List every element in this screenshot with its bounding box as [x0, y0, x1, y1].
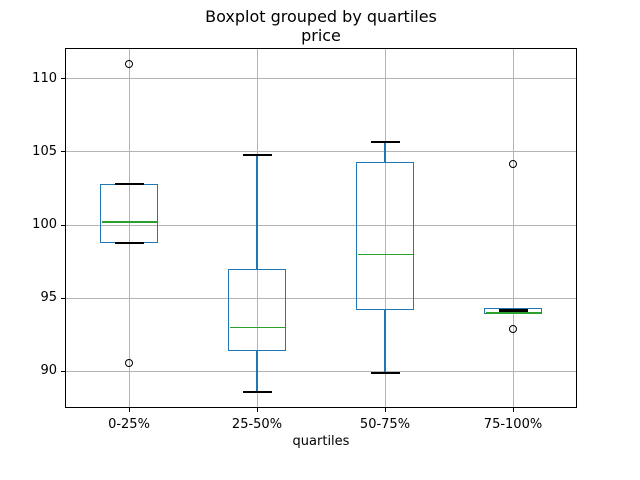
y-tick-label: 110 — [32, 70, 57, 86]
y-gridline — [66, 224, 576, 226]
y-gridline — [66, 78, 576, 80]
x-gridline — [384, 49, 386, 407]
x-gridline — [128, 49, 130, 407]
x-tick — [384, 408, 386, 412]
lower-whisker-line — [384, 309, 386, 373]
whisker-cap — [498, 310, 528, 313]
box-rect — [228, 268, 286, 351]
outlier-marker — [509, 159, 517, 168]
x-tick-label: 75-100% — [483, 417, 543, 432]
upper-whisker-line — [256, 154, 258, 269]
median-line — [485, 312, 541, 314]
outlier-marker — [125, 358, 133, 367]
y-gridline — [66, 297, 576, 299]
lower-whisker-line — [256, 350, 258, 392]
whisker-cap — [114, 183, 144, 186]
x-tick — [512, 408, 514, 412]
x-tick-label: 0-25% — [108, 417, 150, 432]
outlier-marker — [509, 324, 517, 333]
box-rect — [356, 162, 414, 310]
y-tick-label: 105 — [32, 143, 57, 159]
whisker-cap — [370, 371, 400, 374]
y-tick — [61, 370, 65, 372]
plot-area — [65, 48, 577, 408]
chart-title: Boxplot grouped by quartiles — [205, 7, 437, 26]
y-tick — [61, 224, 65, 226]
y-tick-label: 90 — [40, 363, 57, 379]
title-block: Boxplot grouped by quartiles price — [65, 7, 577, 45]
x-tick-label: 25-50% — [231, 417, 283, 432]
x-gridline — [512, 49, 514, 407]
x-tick — [256, 408, 258, 412]
median-line — [357, 253, 413, 256]
x-tick-label: 50-75% — [359, 417, 411, 432]
median-line — [101, 221, 157, 223]
y-gridline — [66, 370, 576, 372]
y-tick-label: 100 — [32, 217, 57, 233]
outlier-marker — [125, 60, 133, 69]
y-tick — [61, 78, 65, 80]
median-line — [229, 326, 285, 329]
whisker-cap — [114, 241, 144, 244]
y-tick — [61, 297, 65, 299]
whisker-cap — [370, 140, 400, 143]
y-tick-label: 95 — [40, 290, 57, 306]
box-rect — [100, 184, 158, 243]
chart-subtitle: price — [301, 26, 341, 45]
whisker-cap — [498, 308, 528, 311]
whisker-cap — [242, 390, 272, 393]
x-axis-label: quartiles — [292, 434, 350, 449]
whisker-cap — [242, 153, 272, 156]
upper-whisker-line — [384, 141, 386, 163]
x-tick — [128, 408, 130, 412]
y-gridline — [66, 151, 576, 153]
y-tick — [61, 151, 65, 153]
